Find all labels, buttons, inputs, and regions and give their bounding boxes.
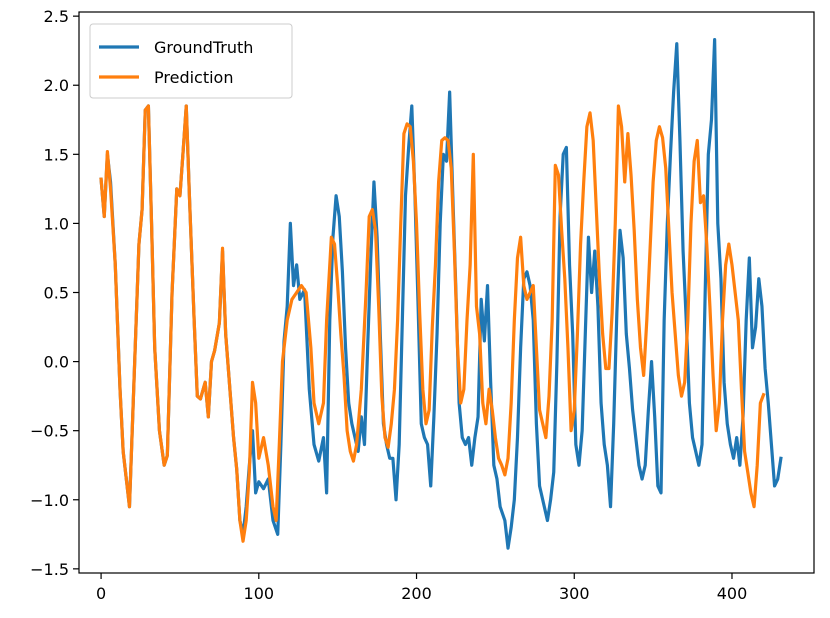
x-tick-label: 0: [96, 584, 106, 603]
y-axis: −1.5 −1.0 −0.5 0.0 0.5 1.0 1.5 2.0 2.5: [30, 7, 79, 579]
x-tick-label: 400: [717, 584, 748, 603]
y-tick-label: −1.0: [30, 491, 69, 510]
y-tick-label: −1.5: [30, 560, 69, 579]
legend-box: [89, 23, 293, 99]
y-tick-label: 2.0: [44, 76, 69, 95]
series-line-prediction: [99, 104, 766, 543]
series-line-groundtruth: [99, 38, 783, 550]
x-axis: 0 100 200 300 400: [96, 573, 747, 603]
legend-label: Prediction: [154, 68, 233, 87]
legend-label: GroundTruth: [154, 38, 253, 57]
y-tick-label: 0.5: [44, 284, 69, 303]
series-layer: [99, 38, 783, 550]
y-tick-label: 1.5: [44, 145, 69, 164]
y-tick-label: 2.5: [44, 7, 69, 26]
y-tick-label: −0.5: [30, 422, 69, 441]
y-tick-label: 0.0: [44, 353, 69, 372]
x-tick-label: 100: [244, 584, 275, 603]
y-tick-label: 1.0: [44, 214, 69, 233]
x-tick-label: 300: [559, 584, 590, 603]
x-tick-label: 200: [401, 584, 432, 603]
legend: GroundTruth Prediction: [89, 23, 293, 99]
